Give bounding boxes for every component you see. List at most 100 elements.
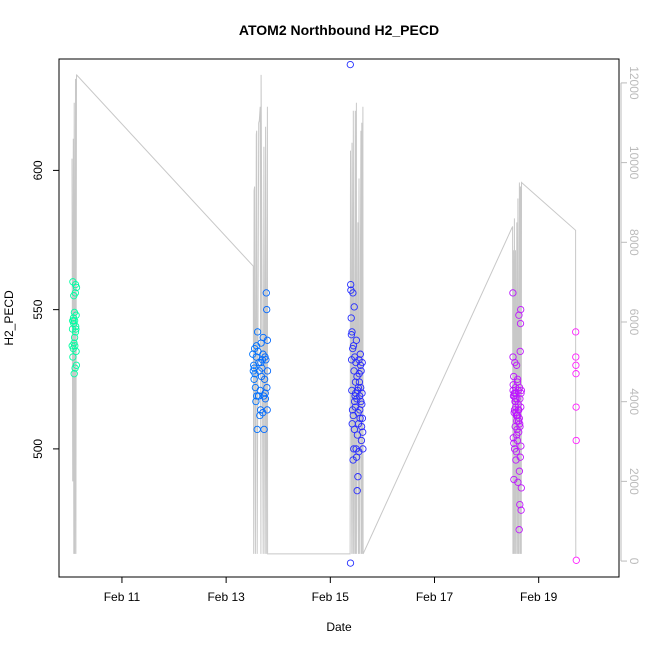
data-point bbox=[72, 361, 81, 369]
data-point bbox=[346, 559, 355, 567]
data-point bbox=[513, 375, 522, 383]
y-tick-label: 600 bbox=[31, 160, 45, 180]
data-point bbox=[572, 353, 580, 361]
data-point bbox=[70, 317, 79, 325]
secondary-line-layer bbox=[71, 74, 577, 558]
y-tick-label: 500 bbox=[31, 439, 45, 459]
data-point bbox=[359, 428, 367, 436]
data-point bbox=[358, 400, 366, 408]
secondary-y-tick-label: 10000 bbox=[627, 146, 641, 180]
data-point bbox=[516, 453, 524, 461]
data-point bbox=[250, 375, 258, 383]
data-point bbox=[356, 414, 364, 422]
data-point bbox=[71, 328, 80, 336]
data-point bbox=[346, 60, 354, 69]
data-point bbox=[72, 283, 81, 292]
data-point bbox=[260, 375, 269, 383]
data-point bbox=[263, 336, 272, 344]
data-point bbox=[349, 342, 358, 350]
data-point bbox=[262, 289, 270, 297]
data-point bbox=[257, 358, 265, 367]
data-point bbox=[354, 473, 362, 481]
data-point bbox=[517, 305, 525, 314]
data-point bbox=[72, 322, 80, 331]
data-point bbox=[516, 500, 524, 509]
data-point bbox=[513, 431, 521, 439]
data-point bbox=[355, 378, 364, 386]
data-point bbox=[69, 278, 77, 286]
data-point bbox=[511, 395, 520, 403]
secondary-y-axis: 0 2000 4000 6000 8000 10000 12000 bbox=[620, 66, 641, 565]
x-tick-label: Feb 11 bbox=[104, 590, 141, 604]
x-axis-label: Date bbox=[326, 620, 352, 634]
y-tick-label: 550 bbox=[31, 299, 45, 319]
data-point bbox=[353, 487, 361, 495]
data-point bbox=[515, 526, 523, 534]
secondary-y-tick-label: 12000 bbox=[627, 66, 641, 100]
data-point bbox=[263, 383, 271, 392]
plot-frame bbox=[58, 58, 620, 578]
data-point bbox=[72, 325, 80, 333]
data-point bbox=[358, 389, 366, 397]
data-point bbox=[572, 556, 580, 564]
data-point bbox=[70, 333, 79, 342]
data-point bbox=[357, 422, 366, 431]
data-point bbox=[359, 445, 367, 453]
data-point bbox=[70, 292, 78, 300]
data-point bbox=[516, 395, 524, 403]
data-point bbox=[509, 353, 517, 361]
x-axis: Feb 11 Feb 13 Feb 15 Feb 17 Feb 19 bbox=[104, 577, 558, 604]
data-point bbox=[512, 361, 521, 369]
data-point bbox=[258, 364, 266, 372]
data-point bbox=[252, 342, 261, 350]
data-point bbox=[349, 289, 357, 297]
data-point bbox=[572, 361, 580, 369]
data-point bbox=[69, 353, 77, 361]
data-point bbox=[347, 314, 355, 322]
data-point bbox=[350, 425, 359, 434]
data-point bbox=[514, 411, 522, 420]
data-point bbox=[354, 383, 362, 392]
data-point bbox=[515, 467, 524, 475]
data-point bbox=[512, 448, 520, 456]
data-point bbox=[253, 392, 261, 400]
data-point bbox=[513, 378, 522, 386]
data-point bbox=[255, 392, 263, 400]
secondary-y-tick-label: 4000 bbox=[627, 388, 641, 415]
data-point bbox=[349, 344, 357, 353]
data-point bbox=[253, 328, 262, 336]
data-point bbox=[517, 386, 526, 395]
data-point bbox=[263, 406, 271, 414]
secondary-y-tick-label: 6000 bbox=[627, 309, 641, 336]
x-tick-label: Feb 17 bbox=[416, 590, 454, 604]
data-point bbox=[516, 347, 524, 356]
data-point bbox=[572, 328, 580, 336]
secondary-y-tick-label: 0 bbox=[627, 558, 641, 565]
data-point bbox=[358, 414, 367, 422]
data-points bbox=[68, 60, 580, 567]
data-point bbox=[250, 364, 258, 372]
data-point bbox=[517, 442, 525, 450]
data-point bbox=[260, 425, 268, 434]
data-point bbox=[253, 425, 261, 434]
data-point bbox=[357, 436, 366, 445]
data-point bbox=[510, 439, 518, 447]
data-point bbox=[358, 358, 366, 367]
data-point bbox=[356, 350, 364, 358]
data-point bbox=[572, 370, 580, 378]
y-axis-label: H2_PECD bbox=[2, 290, 16, 346]
data-point bbox=[572, 403, 580, 411]
data-point bbox=[517, 389, 525, 397]
secondary-y-tick-label: 2000 bbox=[627, 468, 641, 495]
y-axis: 500 550 600 bbox=[31, 160, 59, 459]
data-point bbox=[263, 305, 271, 314]
data-point bbox=[72, 311, 80, 319]
data-point bbox=[350, 303, 358, 311]
data-point bbox=[347, 331, 356, 339]
data-point bbox=[259, 350, 267, 358]
data-point bbox=[516, 319, 525, 328]
data-point bbox=[72, 347, 80, 356]
data-point bbox=[357, 383, 365, 392]
